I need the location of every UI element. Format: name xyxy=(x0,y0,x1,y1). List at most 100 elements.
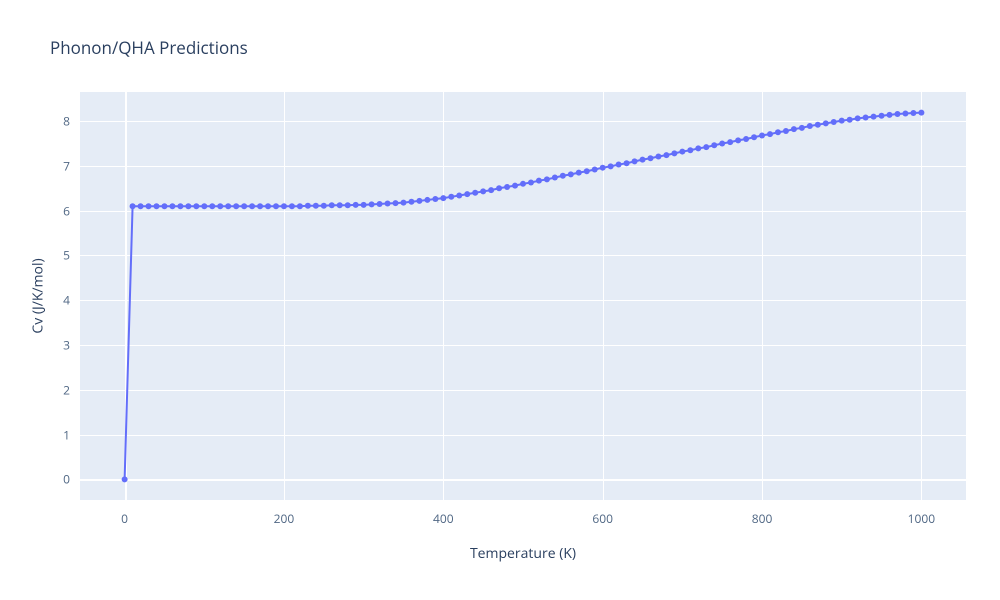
data-point[interactable] xyxy=(632,158,638,164)
data-point[interactable] xyxy=(815,122,821,128)
data-point[interactable] xyxy=(703,144,709,150)
data-point[interactable] xyxy=(193,203,199,209)
data-point[interactable] xyxy=(855,115,861,121)
data-point[interactable] xyxy=(767,131,773,137)
data-point[interactable] xyxy=(233,203,239,209)
data-point[interactable] xyxy=(273,203,279,209)
data-point[interactable] xyxy=(894,111,900,117)
data-point[interactable] xyxy=(791,126,797,132)
data-point[interactable] xyxy=(568,171,574,177)
data-point[interactable] xyxy=(313,203,319,209)
data-point[interactable] xyxy=(663,152,669,158)
data-point[interactable] xyxy=(289,203,295,209)
data-point[interactable] xyxy=(353,202,359,208)
data-point[interactable] xyxy=(329,202,335,208)
data-point[interactable] xyxy=(512,183,518,189)
data-point[interactable] xyxy=(711,142,717,148)
data-point[interactable] xyxy=(902,110,908,116)
data-point[interactable] xyxy=(879,113,885,119)
data-point[interactable] xyxy=(576,170,582,176)
data-point[interactable] xyxy=(185,203,191,209)
data-point[interactable] xyxy=(679,149,685,155)
data-point[interactable] xyxy=(520,181,526,187)
data-point[interactable] xyxy=(361,202,367,208)
data-point[interactable] xyxy=(918,110,924,116)
data-point[interactable] xyxy=(600,165,606,171)
data-point[interactable] xyxy=(831,119,837,125)
data-point[interactable] xyxy=(687,147,693,153)
data-point[interactable] xyxy=(528,179,534,185)
data-point[interactable] xyxy=(536,178,542,184)
data-point[interactable] xyxy=(871,114,877,120)
data-point[interactable] xyxy=(448,194,454,200)
data-point[interactable] xyxy=(138,203,144,209)
data-point[interactable] xyxy=(719,141,725,147)
data-point[interactable] xyxy=(456,192,462,198)
data-point[interactable] xyxy=(161,203,167,209)
data-point[interactable] xyxy=(169,203,175,209)
data-point[interactable] xyxy=(839,118,845,124)
data-point[interactable] xyxy=(177,203,183,209)
data-point[interactable] xyxy=(584,168,590,174)
data-point[interactable] xyxy=(305,203,311,209)
data-point[interactable] xyxy=(369,201,375,207)
data-point[interactable] xyxy=(655,153,661,159)
data-point[interactable] xyxy=(201,203,207,209)
data-point[interactable] xyxy=(257,203,263,209)
data-point[interactable] xyxy=(735,137,741,143)
data-point[interactable] xyxy=(337,202,343,208)
data-point[interactable] xyxy=(863,115,869,121)
data-point[interactable] xyxy=(209,203,215,209)
data-point[interactable] xyxy=(297,203,303,209)
data-point[interactable] xyxy=(743,136,749,142)
data-point[interactable] xyxy=(249,203,255,209)
data-point[interactable] xyxy=(640,157,646,163)
data-point[interactable] xyxy=(552,175,558,181)
data-point[interactable] xyxy=(345,202,351,208)
data-point[interactable] xyxy=(910,110,916,116)
data-point[interactable] xyxy=(321,203,327,209)
data-point[interactable] xyxy=(153,203,159,209)
data-point[interactable] xyxy=(799,125,805,131)
data-point[interactable] xyxy=(560,173,566,179)
data-point[interactable] xyxy=(122,476,128,482)
data-point[interactable] xyxy=(480,188,486,194)
data-point[interactable] xyxy=(416,198,422,204)
data-point[interactable] xyxy=(759,132,765,138)
data-point[interactable] xyxy=(496,185,502,191)
data-point[interactable] xyxy=(751,134,757,140)
data-point[interactable] xyxy=(695,145,701,151)
data-point[interactable] xyxy=(887,112,893,118)
data-point[interactable] xyxy=(807,123,813,129)
data-point[interactable] xyxy=(775,129,781,135)
data-point[interactable] xyxy=(424,197,430,203)
data-point[interactable] xyxy=(504,184,510,190)
data-point[interactable] xyxy=(217,203,223,209)
data-point[interactable] xyxy=(464,191,470,197)
data-point[interactable] xyxy=(608,163,614,169)
data-point[interactable] xyxy=(488,187,494,193)
data-point[interactable] xyxy=(408,199,414,205)
data-point[interactable] xyxy=(130,203,136,209)
data-point[interactable] xyxy=(616,162,622,168)
data-point[interactable] xyxy=(225,203,231,209)
data-point[interactable] xyxy=(265,203,271,209)
data-point[interactable] xyxy=(393,200,399,206)
data-point[interactable] xyxy=(823,120,829,126)
data-point[interactable] xyxy=(146,203,152,209)
data-point[interactable] xyxy=(377,201,383,207)
data-point[interactable] xyxy=(847,117,853,123)
data-point[interactable] xyxy=(783,128,789,134)
data-point[interactable] xyxy=(624,160,630,166)
data-point[interactable] xyxy=(472,190,478,196)
data-point[interactable] xyxy=(241,203,247,209)
data-point[interactable] xyxy=(281,203,287,209)
data-point[interactable] xyxy=(592,166,598,172)
data-point[interactable] xyxy=(400,200,406,206)
data-point[interactable] xyxy=(385,201,391,207)
data-point[interactable] xyxy=(647,155,653,161)
data-point[interactable] xyxy=(671,150,677,156)
data-point[interactable] xyxy=(440,195,446,201)
data-point[interactable] xyxy=(432,196,438,202)
data-point[interactable] xyxy=(727,139,733,145)
